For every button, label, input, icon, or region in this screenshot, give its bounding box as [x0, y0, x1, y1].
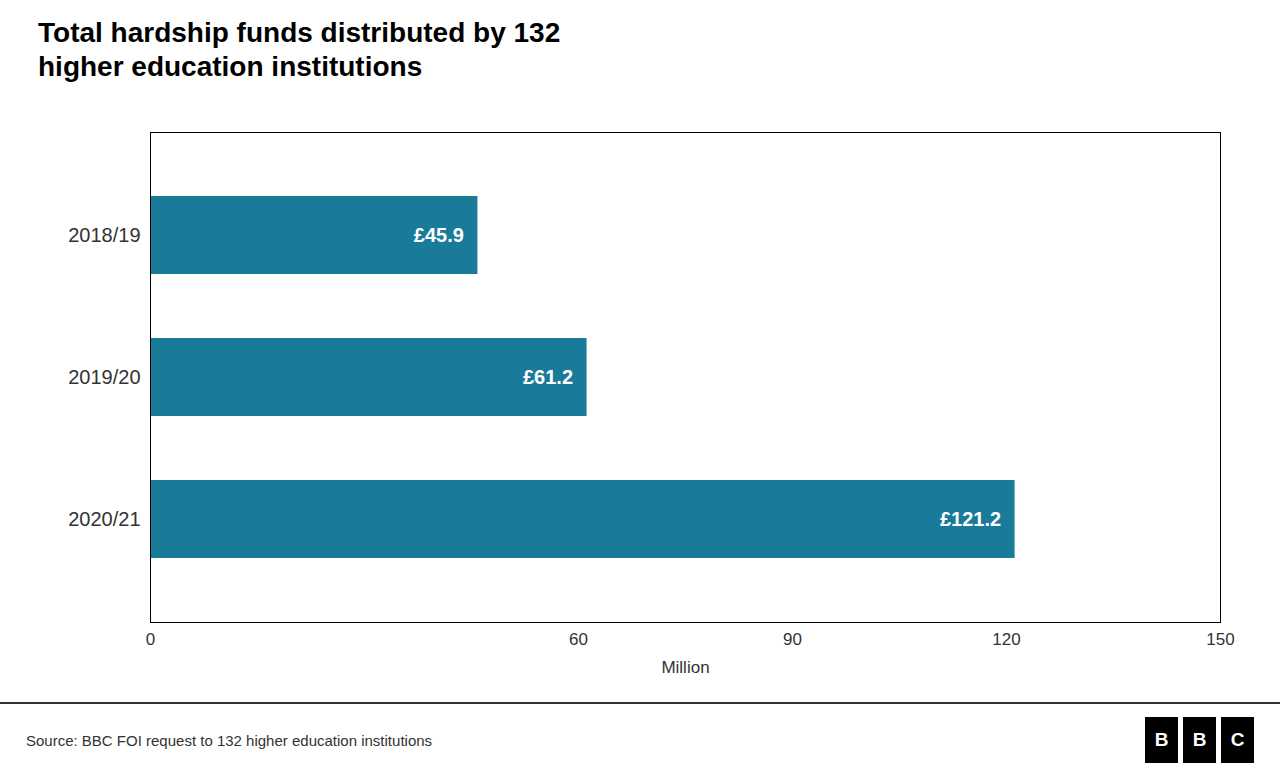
html-text:Total hardship funds distribut: Total hardship funds distributed by 132 … — [38, 17, 561, 82]
html-text:B: B — [1192, 729, 1207, 750]
svg-text:2018/19: 2018/19 — [68, 224, 140, 246]
svg-text:£61.2: £61.2 — [523, 366, 573, 388]
svg-text:£45.9: £45.9 — [414, 224, 464, 246]
svg-text:2019/20: 2019/20 — [68, 366, 140, 388]
svg-text:2020/21: 2020/21 — [68, 508, 140, 530]
svg-text:120: 120 — [992, 630, 1020, 649]
html-text:C: C — [1230, 729, 1245, 750]
svg-text:60: 60 — [569, 630, 588, 649]
svg-text:90: 90 — [783, 630, 802, 649]
svg-text:0: 0 — [146, 630, 155, 649]
svg-text:£121.2: £121.2 — [940, 508, 1001, 530]
html-text:B: B — [1154, 729, 1169, 750]
html-text:Source: BBC FOI request to 132: Source: BBC FOI request to 132 higher ed… — [26, 731, 433, 749]
svg-text:Million: Million — [661, 658, 709, 677]
svg-text:150: 150 — [1206, 630, 1234, 649]
